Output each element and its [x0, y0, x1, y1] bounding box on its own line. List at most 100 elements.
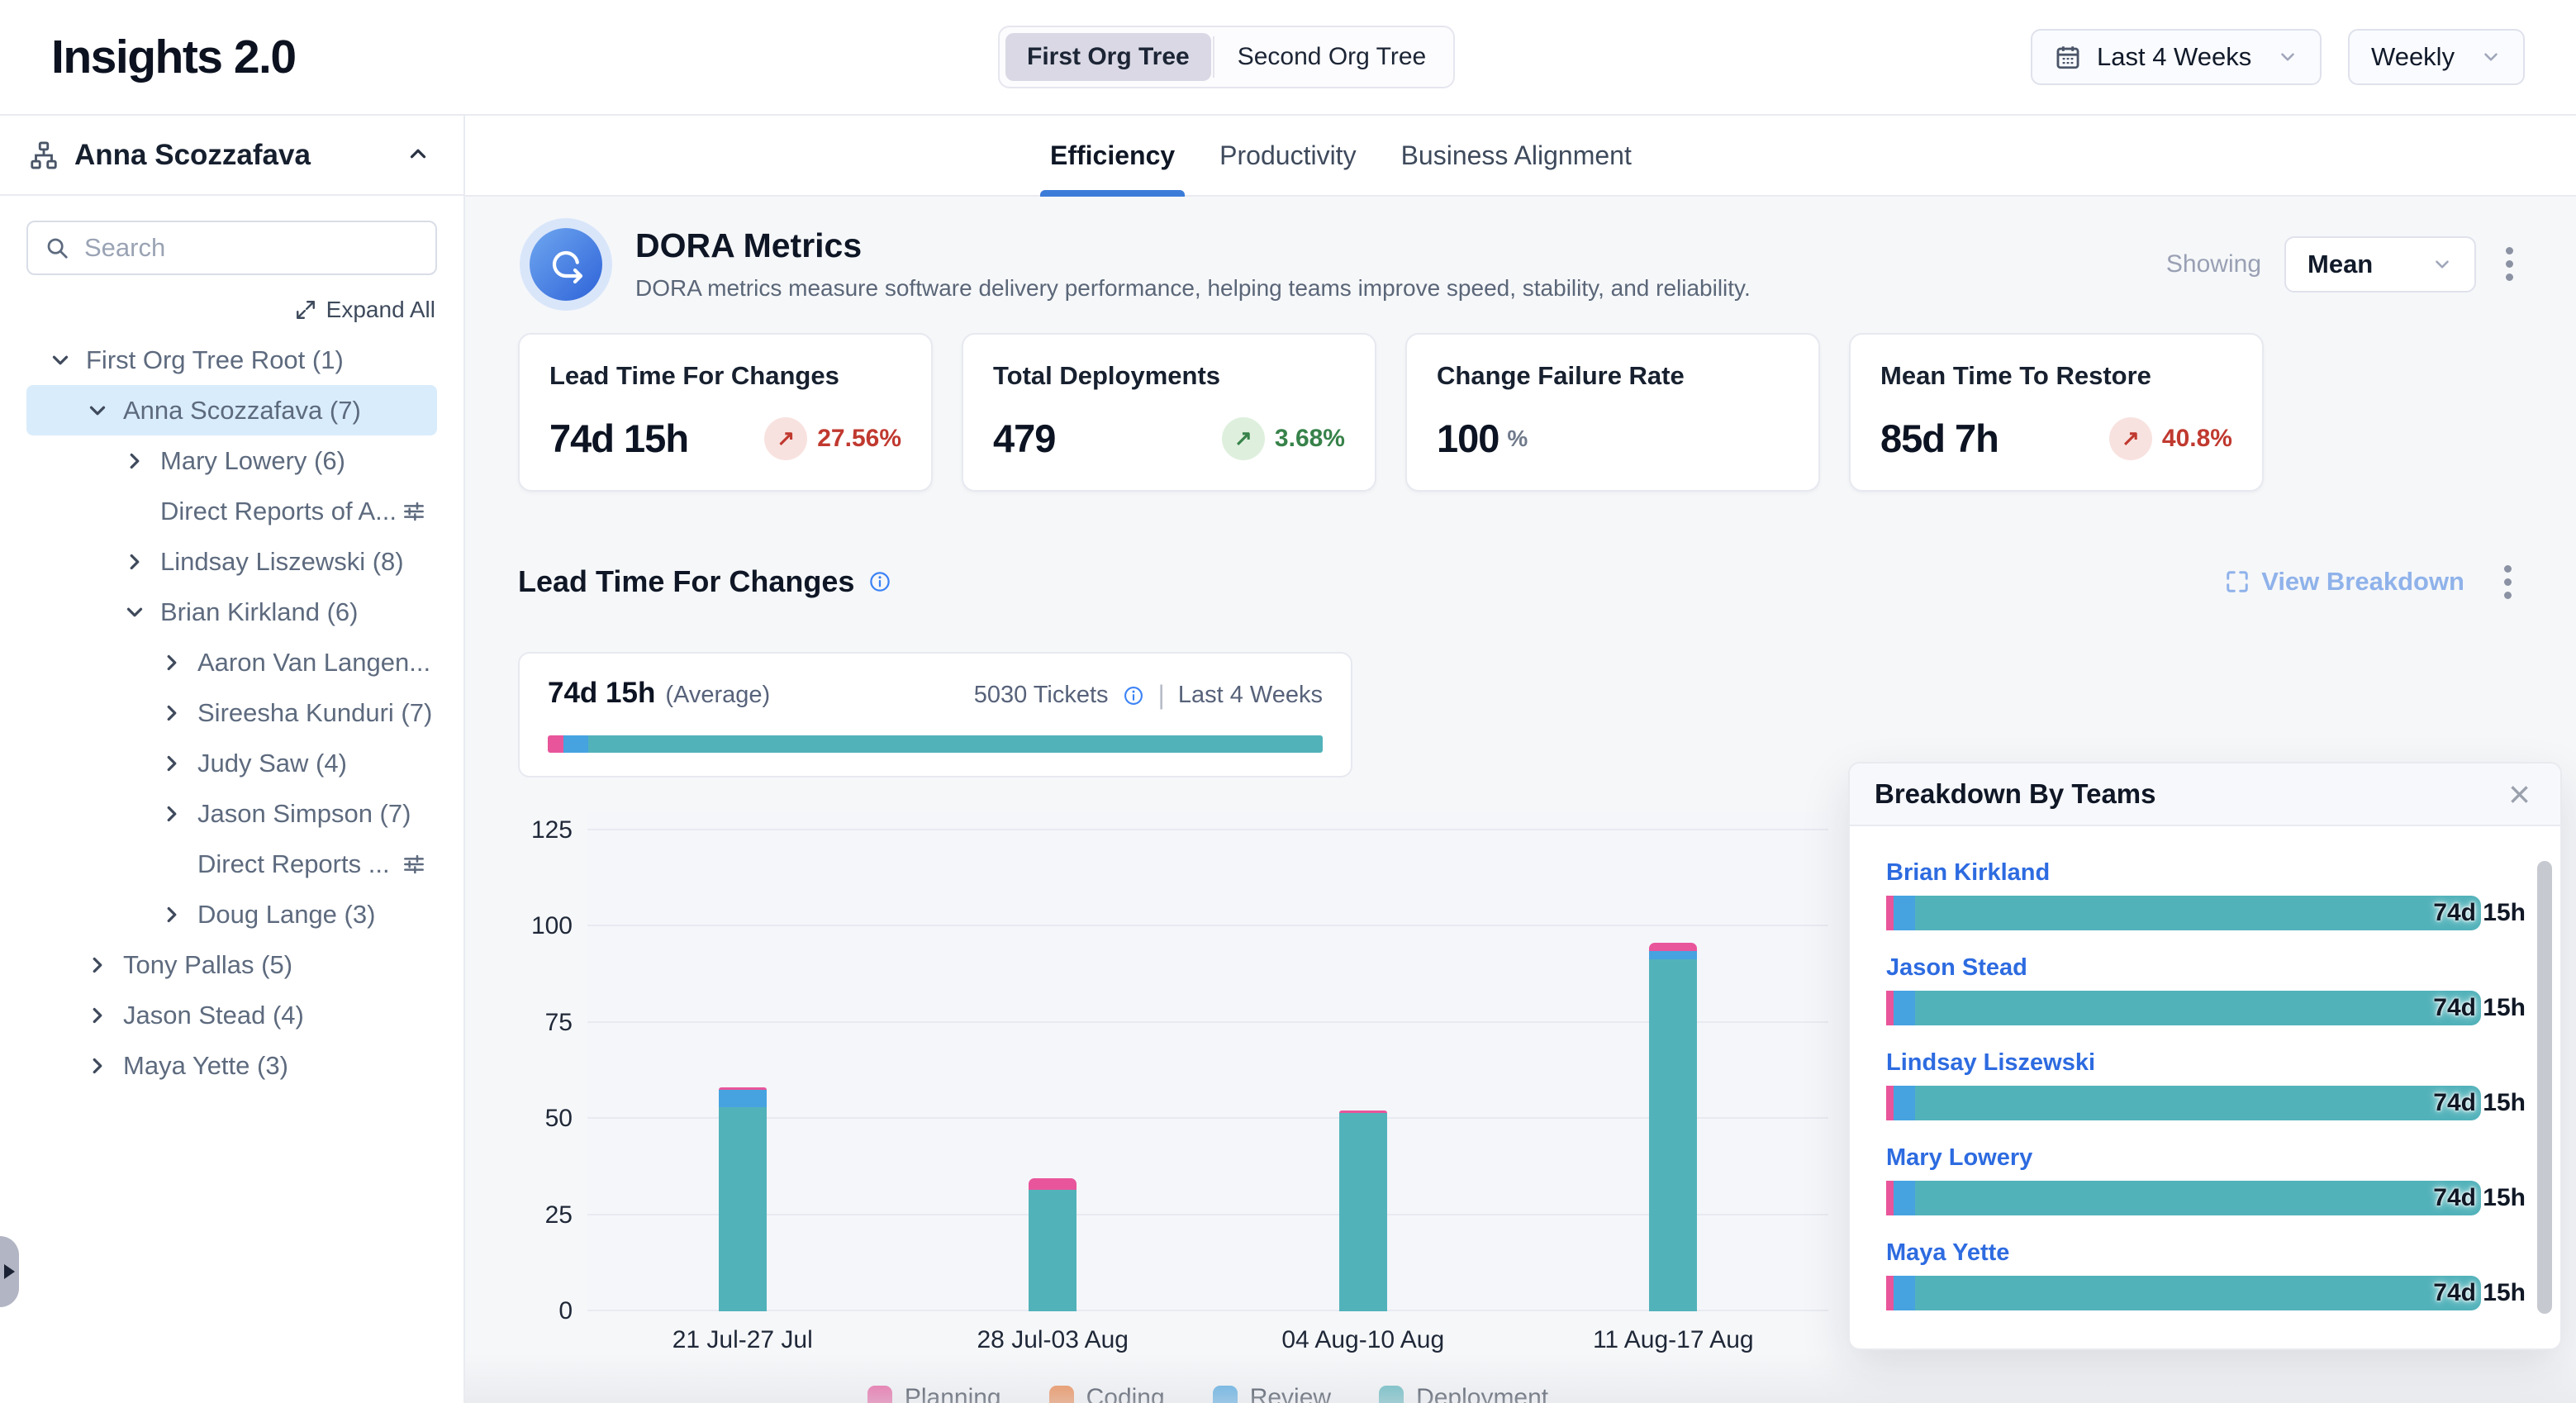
chart-header-actions: View Breakdown	[2220, 559, 2526, 606]
stacked-bar[interactable]	[718, 1087, 767, 1311]
chevron-right-icon[interactable]	[83, 1053, 112, 1078]
metric-card-value: 479	[993, 416, 1056, 460]
chevron-down-icon[interactable]	[121, 600, 149, 625]
chevron-right-icon[interactable]	[83, 953, 112, 977]
tree-item[interactable]: First Org Tree Root (1)	[26, 335, 437, 385]
sidebar-collapse-button[interactable]	[401, 136, 435, 174]
chart-kebab-menu[interactable]	[2498, 559, 2518, 606]
tree-item[interactable]: Jason Stead (4)	[26, 990, 437, 1040]
info-icon[interactable]	[867, 569, 892, 594]
tree-item[interactable]: Anna Scozzafava (7)	[26, 385, 437, 435]
aggregation-select[interactable]: Mean	[2284, 235, 2476, 292]
chevron-right-icon[interactable]	[121, 449, 149, 473]
chevron-right-icon[interactable]	[158, 902, 186, 927]
bar-segment-deployment	[718, 1107, 767, 1311]
tab-business-alignment[interactable]: Business Alignment	[1400, 140, 1632, 170]
first-org-tree-button[interactable]: First Org Tree	[1005, 33, 1211, 81]
bar-group	[587, 812, 1828, 1311]
tree-item-label: Lindsay Liszewski (8)	[160, 546, 404, 576]
gridline	[587, 1117, 1828, 1120]
team-name-link[interactable]: Maya Yette	[1886, 1239, 2010, 1266]
trend-up-arrow-icon: ↗	[2108, 416, 2152, 460]
chevron-right-icon[interactable]	[121, 549, 149, 574]
metric-card-title: Change Failure Rate	[1437, 361, 1685, 390]
tree-item[interactable]: Aaron Van Langen...	[26, 637, 437, 687]
team-lead-time-bar: 74d 15h	[1886, 991, 2526, 1025]
bar-segment-planning	[1649, 943, 1698, 951]
tree-item[interactable]: Judy Saw (4)	[26, 738, 437, 788]
tree-item-label: Jason Simpson (7)	[197, 798, 411, 828]
chevron-right-icon[interactable]	[158, 751, 186, 776]
date-range-value: Last 4 Weeks	[2097, 42, 2252, 71]
tab-productivity[interactable]: Productivity	[1219, 140, 1357, 170]
second-org-tree-button[interactable]: Second Org Tree	[1216, 33, 1447, 81]
tree-item[interactable]: Direct Reports of A...	[26, 486, 437, 536]
filters-icon[interactable]	[397, 495, 430, 528]
chevron-right-icon[interactable]	[83, 1003, 112, 1028]
team-bar-segment-planning	[1886, 991, 1894, 1025]
date-range-select[interactable]: Last 4 Weeks	[2031, 29, 2322, 85]
trend-up-arrow-icon: ↗	[764, 416, 808, 460]
team-name-link[interactable]: Brian Kirkland	[1886, 859, 2051, 886]
team-bar-segment-deployment	[1915, 1086, 2481, 1120]
x-tick-label: 11 Aug-17 Aug	[1592, 1326, 1754, 1353]
team-row: Lindsay Liszewski 74d 15h	[1886, 1049, 2526, 1120]
team-bar-segment-planning	[1886, 1181, 1894, 1215]
tree-item[interactable]: Jason Simpson (7)	[26, 788, 437, 839]
y-tick-label: 125	[530, 816, 573, 844]
search-input[interactable]	[83, 232, 419, 264]
close-icon[interactable]: ×	[2503, 775, 2536, 813]
expand-all-button[interactable]: Expand All	[28, 297, 435, 323]
team-bar-segment-deployment	[1915, 896, 2481, 930]
search-box	[26, 221, 437, 275]
tree-item[interactable]: Tony Pallas (5)	[26, 939, 437, 990]
stacked-bar[interactable]	[1029, 1178, 1077, 1311]
chevron-right-icon[interactable]	[158, 650, 186, 675]
granularity-select[interactable]: Weekly	[2348, 29, 2525, 85]
view-breakdown-button[interactable]: View Breakdown	[2220, 566, 2469, 597]
x-axis-labels: 21 Jul-27 Jul 28 Jul-03 Aug 04 Aug-10 Aug 1…	[587, 1326, 1828, 1354]
tree-item[interactable]: Lindsay Liszewski (8)	[26, 536, 437, 587]
tree-item-label: Anna Scozzafava (7)	[123, 395, 361, 425]
stacked-bar[interactable]	[1649, 943, 1698, 1311]
team-lead-time-value: 74d 15h	[2433, 1089, 2526, 1116]
view-breakdown-label: View Breakdown	[2261, 567, 2464, 596]
chevron-down-icon[interactable]	[83, 398, 112, 423]
dora-kebab-menu[interactable]	[2499, 240, 2520, 288]
team-name-link[interactable]: Lindsay Liszewski	[1886, 1049, 2096, 1076]
sidebar-expand-handle[interactable]	[0, 1236, 19, 1307]
search-icon	[45, 235, 69, 260]
team-name-link[interactable]: Mary Lowery	[1886, 1144, 2033, 1171]
tree-item[interactable]: Brian Kirkland (6)	[26, 587, 437, 637]
tree-item[interactable]: Sireesha Kunduri (7)	[26, 687, 437, 738]
filters-icon[interactable]	[397, 848, 430, 881]
chevron-right-icon[interactable]	[158, 801, 186, 826]
y-tick-label: 25	[544, 1201, 573, 1229]
chart-title-text: Lead Time For Changes	[518, 564, 855, 598]
tab-efficiency[interactable]: Efficiency	[1039, 116, 1186, 197]
gridline	[587, 829, 1828, 830]
tree-item[interactable]: Maya Yette (3)	[26, 1040, 437, 1091]
dora-title: DORA Metrics	[635, 226, 863, 264]
panel-scrollbar	[2537, 843, 2552, 1332]
metric-delta-value: 3.68%	[1274, 424, 1345, 452]
chevron-down-icon	[2480, 46, 2502, 68]
chevron-down-icon[interactable]	[46, 348, 74, 373]
tree-item[interactable]: Mary Lowery (6)	[26, 435, 437, 486]
tree-item[interactable]: Direct Reports ...	[26, 839, 437, 889]
info-icon[interactable]	[1122, 684, 1145, 707]
team-lead-time-value: 74d 15h	[2433, 994, 2526, 1021]
metric-delta: ↗ 27.56%	[764, 416, 901, 460]
team-bar-segment-review	[1894, 1086, 1916, 1120]
granularity-value: Weekly	[2371, 42, 2455, 71]
metric-card-value-row: 74d 15h ↗ 27.56%	[549, 416, 901, 461]
chevron-right-icon[interactable]	[158, 701, 186, 725]
summary-tickets: 5030 Tickets	[973, 682, 1109, 708]
panel-scrollbar-thumb[interactable]	[2537, 861, 2552, 1314]
stacked-bar[interactable]	[1338, 1110, 1387, 1311]
topbar-controls: Last 4 Weeks Weekly	[2031, 29, 2525, 85]
team-name-link[interactable]: Jason Stead	[1886, 954, 2027, 981]
tree-item[interactable]: Doug Lange (3)	[26, 889, 437, 939]
team-lead-time-value: 74d 15h	[2433, 1184, 2526, 1211]
bar-segment-review	[718, 1090, 767, 1108]
